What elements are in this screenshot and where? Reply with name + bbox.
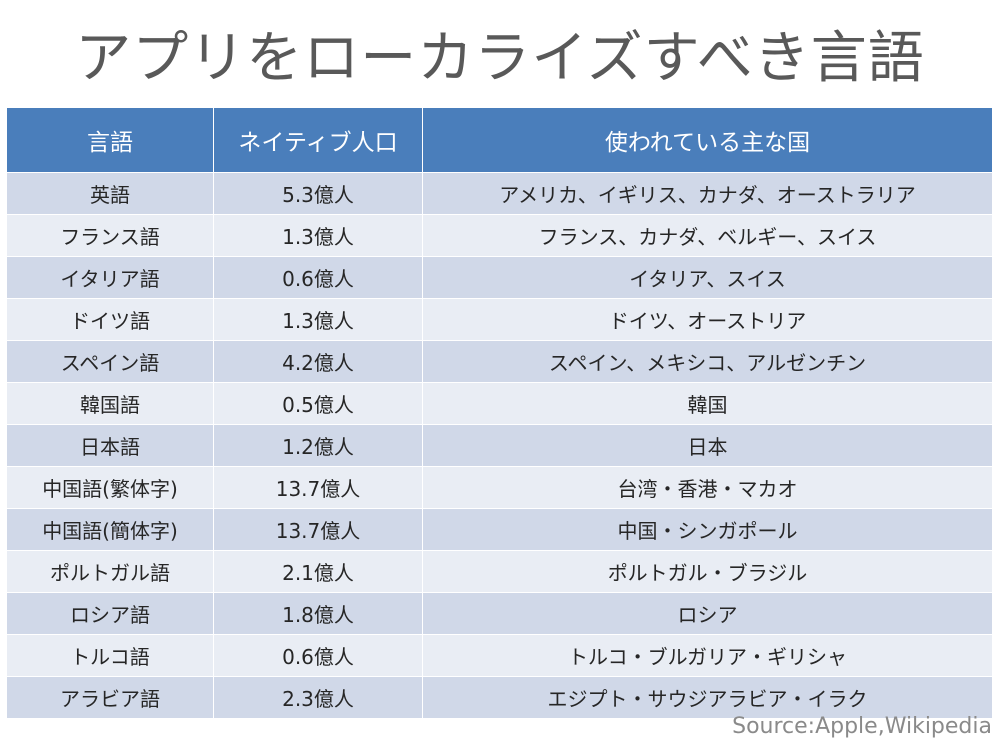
table-row: 日本語 1.2億人 日本 — [6, 424, 993, 467]
table-row: ドイツ語 1.3億人 ドイツ、オーストリア — [6, 298, 993, 341]
cell-language: アラビア語 — [6, 676, 214, 719]
cell-language: 韓国語 — [6, 382, 214, 425]
cell-main-countries: 中国・シンガポール — [422, 508, 993, 551]
table-row: スペイン語 4.2億人 スペイン、メキシコ、アルゼンチン — [6, 340, 993, 383]
table-row: 中国語(簡体字) 13.7億人 中国・シンガポール — [6, 508, 993, 551]
cell-language: スペイン語 — [6, 340, 214, 383]
source-note: Source:Apple,Wikipedia — [732, 714, 992, 739]
cell-main-countries: 韓国 — [422, 382, 993, 425]
cell-native-population: 4.2億人 — [213, 340, 423, 383]
cell-main-countries: ドイツ、オーストリア — [422, 298, 993, 341]
cell-native-population: 5.3億人 — [213, 172, 423, 215]
table-row: イタリア語 0.6億人 イタリア、スイス — [6, 256, 993, 299]
cell-main-countries: ロシア — [422, 592, 993, 635]
table-header-row: 言語 ネイティブ人口 使われている主な国 — [6, 107, 993, 173]
cell-native-population: 0.6億人 — [213, 256, 423, 299]
table-row: ポルトガル語 2.1億人 ポルトガル・ブラジル — [6, 550, 993, 593]
table-row: フランス語 1.3億人 フランス、カナダ、ベルギー、スイス — [6, 214, 993, 257]
cell-main-countries: スペイン、メキシコ、アルゼンチン — [422, 340, 993, 383]
cell-language: ロシア語 — [6, 592, 214, 635]
language-table: 言語 ネイティブ人口 使われている主な国 英語 5.3億人 アメリカ、イギリス、カナ… — [6, 107, 993, 719]
cell-language: 中国語(繁体字) — [6, 466, 214, 509]
cell-main-countries: トルコ・ブルガリア・ギリシャ — [422, 634, 993, 677]
cell-native-population: 1.3億人 — [213, 298, 423, 341]
slide-title: アプリをローカライズすべき言語 — [75, 25, 925, 91]
cell-language: フランス語 — [6, 214, 214, 257]
cell-language: ドイツ語 — [6, 298, 214, 341]
cell-main-countries: エジプト・サウジアラビア・イラク — [422, 676, 993, 719]
cell-language: 中国語(簡体字) — [6, 508, 214, 551]
cell-native-population: 13.7億人 — [213, 508, 423, 551]
table-row: 韓国語 0.5億人 韓国 — [6, 382, 993, 425]
cell-main-countries: ポルトガル・ブラジル — [422, 550, 993, 593]
cell-main-countries: 日本 — [422, 424, 993, 467]
table-body: 英語 5.3億人 アメリカ、イギリス、カナダ、オーストラリア フランス語 1.3億人 フラ… — [6, 172, 993, 719]
cell-native-population: 2.1億人 — [213, 550, 423, 593]
cell-main-countries: アメリカ、イギリス、カナダ、オーストラリア — [422, 172, 993, 215]
cell-native-population: 13.7億人 — [213, 466, 423, 509]
column-header-native-population: ネイティブ人口 — [213, 107, 423, 173]
column-header-language: 言語 — [6, 107, 214, 173]
cell-native-population: 1.3億人 — [213, 214, 423, 257]
cell-language: 英語 — [6, 172, 214, 215]
cell-language: 日本語 — [6, 424, 214, 467]
cell-main-countries: フランス、カナダ、ベルギー、スイス — [422, 214, 993, 257]
cell-native-population: 1.2億人 — [213, 424, 423, 467]
cell-language: イタリア語 — [6, 256, 214, 299]
table-row: アラビア語 2.3億人 エジプト・サウジアラビア・イラク — [6, 676, 993, 719]
column-header-main-countries: 使われている主な国 — [422, 107, 993, 173]
table-row: ロシア語 1.8億人 ロシア — [6, 592, 993, 635]
cell-language: ポルトガル語 — [6, 550, 214, 593]
cell-native-population: 0.5億人 — [213, 382, 423, 425]
cell-native-population: 0.6億人 — [213, 634, 423, 677]
cell-main-countries: イタリア、スイス — [422, 256, 993, 299]
cell-main-countries: 台湾・香港・マカオ — [422, 466, 993, 509]
table-row: トルコ語 0.6億人 トルコ・ブルガリア・ギリシャ — [6, 634, 993, 677]
cell-native-population: 1.8億人 — [213, 592, 423, 635]
cell-language: トルコ語 — [6, 634, 214, 677]
table-row: 中国語(繁体字) 13.7億人 台湾・香港・マカオ — [6, 466, 993, 509]
table-row: 英語 5.3億人 アメリカ、イギリス、カナダ、オーストラリア — [6, 172, 993, 215]
cell-native-population: 2.3億人 — [213, 676, 423, 719]
